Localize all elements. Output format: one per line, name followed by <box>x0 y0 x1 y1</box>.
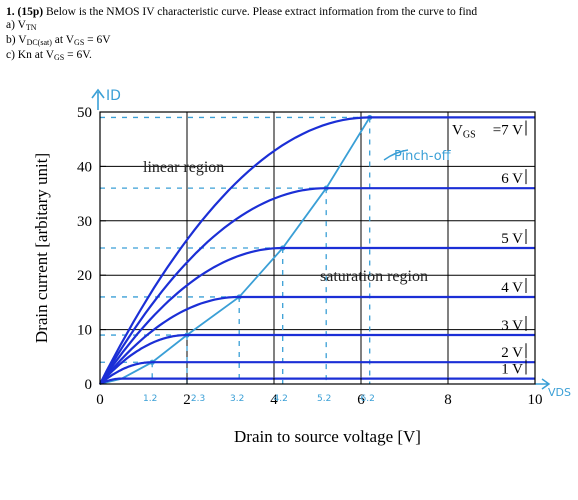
handwritten-annotations <box>91 88 551 390</box>
question-prompt: Below is the NMOS IV characteristic curv… <box>45 6 478 18</box>
x-axis-title: Drain to source voltage [V] <box>234 427 421 446</box>
x-tick-label: 4 <box>270 392 278 408</box>
y-tick-label: 30 <box>77 214 92 230</box>
vgs-label: 2 V <box>501 345 523 361</box>
y-tick-label: 40 <box>77 159 92 175</box>
vsat-mark-label: 6.2 <box>361 394 375 404</box>
vgs-label: 1 V <box>501 362 523 378</box>
y-tick-label: 0 <box>85 377 93 393</box>
vgs-label: 4 V <box>501 280 523 296</box>
curve-layer <box>99 116 535 385</box>
iv-curve-VGS=4V <box>99 295 535 385</box>
iv-curve-VGS=3V <box>99 333 535 385</box>
vgs-label: =7 V <box>493 122 523 138</box>
vsat-mark-label: 5.2 <box>317 394 331 404</box>
x-tick-label: 0 <box>96 392 104 408</box>
linear-region-label: linear region <box>143 159 224 176</box>
y-tick-label: 20 <box>77 268 92 284</box>
x-tick-label: 2 <box>183 392 191 408</box>
x-tick-label: 8 <box>444 392 452 408</box>
x-tick-label: 10 <box>528 392 543 408</box>
saturation-region-label: saturation region <box>320 268 428 285</box>
y-tick-label: 10 <box>77 323 92 339</box>
iv-curve-VGS=6V <box>99 187 535 385</box>
vsat-mark-label: 2.3 <box>191 394 205 404</box>
question-text: 1. (15p) Below is the NMOS IV characteri… <box>6 6 572 64</box>
iv-curve-VGS=2V <box>99 361 535 385</box>
question-number: 1. <box>6 6 15 18</box>
pinch-off-arrow <box>383 149 409 161</box>
plot-border <box>99 111 536 385</box>
pinch-off-locus <box>99 116 371 385</box>
question-line-1: 1. (15p) Below is the NMOS IV characteri… <box>6 6 572 19</box>
plot-frame <box>99 111 536 385</box>
vsat-mark-label: 1.2 <box>143 394 157 404</box>
vgs-label: 6 V <box>501 171 523 187</box>
text-layer: 0 2 4 6 8 10 0 10 20 30 40 50 Drain to source voltag… <box>32 88 571 446</box>
pinch-off-label: Pinch-off <box>394 149 452 164</box>
x-tick-label: 6 <box>357 392 365 408</box>
vgs-label: 5 V <box>501 231 523 247</box>
id-label: ID <box>106 88 121 104</box>
vgs-label: 3 V <box>501 318 523 334</box>
vds-arrow <box>535 378 551 390</box>
vgs-prefix: VGS <box>452 122 476 140</box>
vds-label: VDS <box>548 386 571 399</box>
iv-curve-VGS=7V <box>99 116 535 385</box>
question-points: (15p) <box>17 6 44 18</box>
y-axis-title: Drain current [arbitary unit] <box>32 153 51 343</box>
iv-curve-VGS=1V <box>99 377 535 385</box>
vsat-mark-label: 3.2 <box>230 394 244 404</box>
id-arrow <box>91 88 105 110</box>
question-part-b: b) VDC(sat) at VGS = 6V <box>6 34 111 47</box>
y-tick-label: 50 <box>77 105 92 121</box>
vsat-mark-label: 4.2 <box>274 394 288 404</box>
question-part-a: a) VTN <box>6 19 37 32</box>
iv-curve-VGS=5V <box>99 246 535 385</box>
question-part-c: c) Kn at VGS = 6V. <box>6 49 92 62</box>
